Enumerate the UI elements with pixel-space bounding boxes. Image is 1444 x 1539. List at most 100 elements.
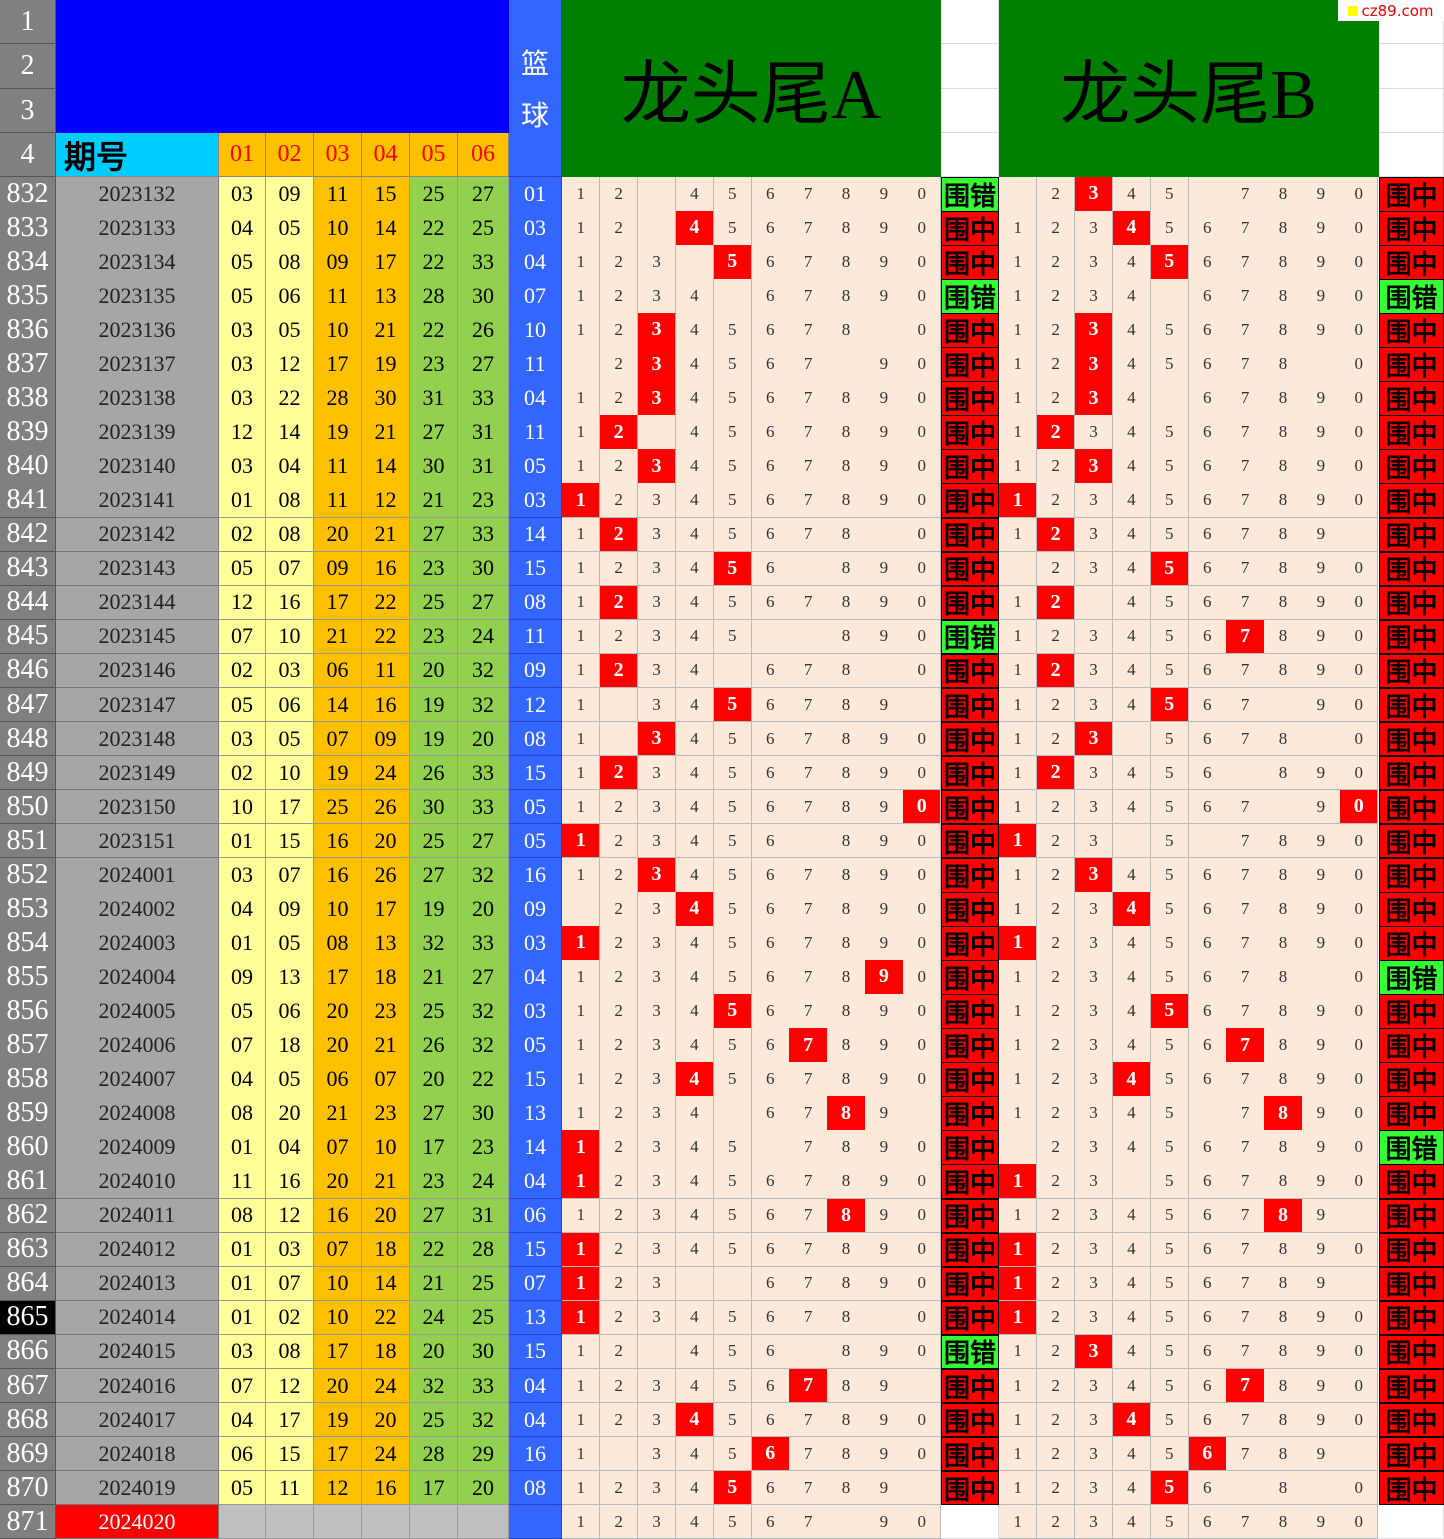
row-number: 870 [0, 1470, 56, 1506]
grid-digit: 3 [637, 619, 677, 655]
result: 围中 [941, 585, 999, 621]
grid-digit: 4 [1112, 994, 1152, 1029]
grid-digit: 1 [999, 1198, 1038, 1234]
grid-digit: 2 [1036, 245, 1076, 280]
grid-digit: 9 [1302, 1334, 1341, 1370]
red-ball: 28 [410, 1436, 458, 1472]
red-ball: 07 [219, 1368, 266, 1404]
red-ball: 10 [314, 1266, 362, 1302]
red-ball: 14 [362, 1266, 410, 1302]
row-number: 869 [0, 1436, 56, 1472]
grid-digit: 1 [562, 211, 601, 246]
grid-digit: 1 [999, 1232, 1038, 1268]
grid-digit: 3 [637, 1062, 677, 1097]
red-ball: 24 [458, 619, 509, 655]
red-ball: 12 [314, 1470, 362, 1506]
grid-digit: 2 [1036, 1436, 1076, 1472]
grid-digit: 9 [865, 1266, 904, 1302]
issue: 2023148 [56, 721, 219, 757]
grid-digit: 6 [1188, 1164, 1227, 1199]
red-ball: 27 [410, 858, 458, 893]
grid-digit: 0 [903, 1334, 942, 1370]
grid-digit: 1 [562, 279, 601, 314]
grid-digit: 7 [789, 755, 828, 791]
header-blank [1379, 89, 1444, 133]
grid-digit [599, 687, 639, 723]
grid-digit: 5 [713, 347, 752, 382]
grid-digit: 5 [713, 755, 752, 791]
grid-digit: 7 [789, 585, 828, 621]
grid-digit: 1 [562, 1028, 601, 1063]
grid-digit: 4 [675, 1130, 715, 1165]
red-ball: 20 [314, 517, 362, 553]
grid-digit: 2 [599, 381, 639, 416]
grid-digit [865, 313, 904, 348]
grid-digit: 9 [1302, 619, 1341, 655]
grid-digit: 7 [1226, 1402, 1265, 1438]
result: 围中 [941, 1198, 999, 1234]
grid-digit: 1 [999, 1402, 1038, 1438]
grid-digit: 8 [1264, 823, 1303, 859]
grid-digit [1302, 721, 1341, 757]
grid-digit: 3 [1074, 483, 1114, 518]
issue: 2024015 [56, 1334, 219, 1370]
red-ball: 19 [410, 892, 458, 927]
red-ball: 27 [458, 960, 509, 995]
grid-digit: 0 [903, 1402, 942, 1438]
grid-digit: 6 [751, 960, 790, 995]
blue-ball: 16 [509, 1436, 562, 1472]
grid-digit: 0 [1340, 585, 1379, 621]
grid-digit: 8 [1264, 1470, 1303, 1506]
grid-digit: 5 [713, 721, 752, 757]
blue-ball: 11 [509, 347, 562, 382]
grid-digit: 8 [827, 858, 866, 893]
grid-digit: 3 [1074, 1062, 1114, 1097]
grid-digit: 4 [1112, 1334, 1152, 1370]
red-ball: 07 [266, 1266, 314, 1302]
grid-digit: 0 [903, 347, 942, 382]
issue: 2024016 [56, 1368, 219, 1404]
grid-digit: 6 [1188, 721, 1227, 757]
red-ball: 07 [219, 619, 266, 655]
row-number: 847 [0, 687, 56, 723]
row-number: 865 [0, 1300, 56, 1336]
grid-digit: 7 [1226, 279, 1265, 314]
grid-digit: 9 [1302, 858, 1341, 893]
grid-digit: 0 [903, 381, 942, 416]
grid-digit: 6 [751, 279, 790, 314]
grid-digit: 3 [1074, 858, 1114, 893]
grid-digit: 6 [1188, 449, 1227, 484]
red-ball: 05 [219, 994, 266, 1029]
grid-digit [1302, 347, 1341, 382]
grid-digit: 3 [1074, 1096, 1114, 1131]
grid-digit: 3 [637, 994, 677, 1029]
result: 围中 [941, 960, 999, 995]
red-ball: 10 [266, 755, 314, 791]
red-ball: 13 [362, 926, 410, 961]
red-ball: 30 [458, 279, 509, 314]
grid-digit: 4 [1112, 381, 1152, 416]
grid-digit: 8 [827, 1266, 866, 1302]
grid-digit: 5 [1150, 1402, 1189, 1438]
red-ball: 23 [458, 483, 509, 518]
grid-digit: 9 [865, 1096, 904, 1131]
blue-ball: 10 [509, 313, 562, 348]
red-ball: 33 [458, 755, 509, 791]
red-ball: 03 [219, 177, 266, 212]
grid-digit: 2 [1036, 1266, 1076, 1302]
red-ball: 01 [219, 1266, 266, 1302]
row-number: 859 [0, 1096, 56, 1131]
grid-digit: 3 [1074, 1504, 1114, 1539]
grid-digit: 0 [1340, 1368, 1379, 1404]
header-block [56, 0, 509, 133]
issue: 2024012 [56, 1232, 219, 1268]
grid-digit: 4 [675, 653, 715, 689]
red-ball: 27 [410, 415, 458, 450]
grid-digit: 7 [789, 1028, 828, 1063]
red-ball: 01 [219, 1232, 266, 1268]
red-ball: 25 [410, 585, 458, 621]
result: 围错 [1379, 279, 1444, 314]
result: 围中 [1379, 347, 1444, 382]
grid-digit: 3 [637, 279, 677, 314]
grid-digit: 2 [599, 994, 639, 1029]
